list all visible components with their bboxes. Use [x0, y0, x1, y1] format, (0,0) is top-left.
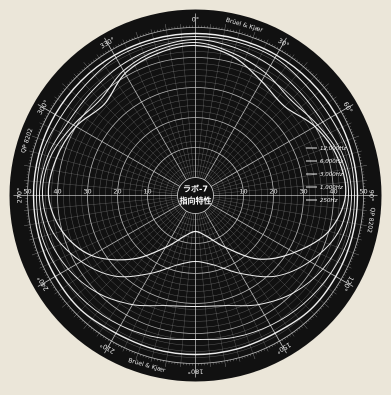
radial-label-right: 30: [299, 188, 307, 196]
legend-label-4: 250Hz: [320, 198, 338, 204]
legend-label-2: 3,000Hz: [320, 172, 343, 178]
radial-label-left: 30: [83, 188, 91, 196]
legend-label-3: 1,000Hz: [320, 185, 343, 191]
radial-label-right: 20: [269, 188, 277, 196]
legend-label-0: 12,000Hz: [320, 146, 346, 152]
radial-label-left: 20: [113, 188, 121, 196]
chart-title-line1: ラボ-7: [183, 184, 208, 194]
angle-label: 270°: [16, 188, 24, 204]
angle-label: 180°: [188, 368, 204, 376]
center-hub: [178, 178, 214, 214]
angle-label: 90°: [368, 190, 376, 202]
legend-label-1: 6,000Hz: [320, 159, 343, 165]
radial-label-right: 10: [239, 188, 247, 196]
chart-title-line2: 指向特性: [180, 196, 212, 206]
angle-label: 0°: [192, 16, 199, 24]
radial-label-right: 50: [359, 188, 367, 196]
radial-label-left: 10: [143, 188, 151, 196]
radial-label-left: 50: [23, 188, 31, 196]
radial-label-left: 40: [53, 188, 61, 196]
